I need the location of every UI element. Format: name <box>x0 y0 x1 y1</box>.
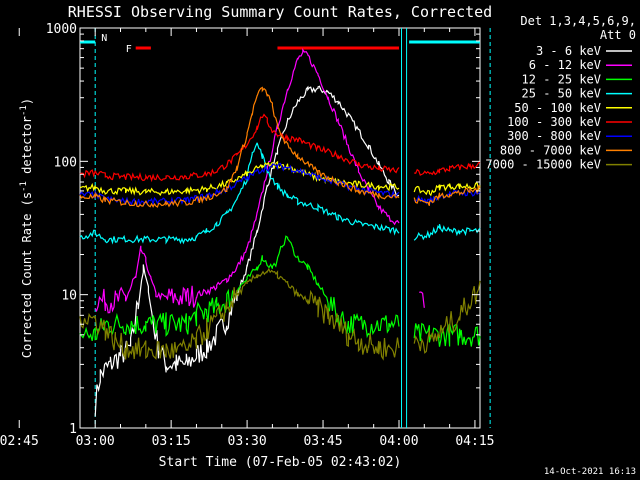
x-tick-label: 02:45 <box>0 434 39 449</box>
series-layer <box>79 47 481 417</box>
y-axis-label-suffix: ) <box>20 98 34 105</box>
legend-label: 300 - 800 keV <box>507 129 601 143</box>
series-line <box>413 223 481 241</box>
series-line <box>419 291 425 308</box>
legend-label: 7000 - 15000 keV <box>485 158 601 172</box>
x-tick-label: 03:45 <box>303 434 342 449</box>
legend-label: 12 - 25 keV <box>522 72 601 86</box>
series-3-6keV <box>94 85 400 417</box>
series-7000-15000keV <box>79 267 481 361</box>
series-line <box>94 47 400 314</box>
series-line <box>94 85 400 417</box>
x-tick-label: 03:00 <box>76 434 115 449</box>
legend-label: 25 - 50 keV <box>522 87 601 101</box>
x-tick-label: 03:30 <box>228 434 267 449</box>
series-line <box>413 322 481 347</box>
legend-header-line2: Att 0 <box>600 28 636 42</box>
y-tick-label: 100 <box>54 155 77 170</box>
y-tick-label: 10 <box>61 289 77 304</box>
y-axis-label-exp1: -1 <box>19 181 29 192</box>
legend-label: 6 - 12 keV <box>529 58 601 72</box>
legend-header-line1: Det 1,3,4,5,6,9, <box>520 14 636 28</box>
y-tick-label: 1000 <box>46 22 77 37</box>
annotations-layer: NF <box>80 28 491 428</box>
plot-area: NF 02:45 03:00 03:15 03:30 03:45 04:00 04:1511… <box>0 22 495 449</box>
series-100-300keV <box>79 113 481 183</box>
series-800-7000keV <box>79 86 481 208</box>
x-axis-label: Start Time (07-Feb-05 02:43:02) <box>159 455 402 470</box>
series-line <box>79 86 400 208</box>
timestamp: 14-Oct-2021 16:13 <box>544 467 636 477</box>
night-label: N <box>101 33 107 44</box>
series-line <box>413 184 481 207</box>
chart-title: RHESSI Observing Summary Count Rates, Co… <box>68 3 492 21</box>
y-axis-label: Corrected Count Rate (s-1 detector-1) <box>19 98 34 358</box>
plot-frame <box>79 27 481 429</box>
legend-label: 800 - 7000 keV <box>500 143 601 157</box>
legend-label: 3 - 6 keV <box>536 44 601 58</box>
x-tick-label: 04:00 <box>379 434 418 449</box>
y-axis-label-exp2: -1 <box>19 105 29 116</box>
series-line <box>79 267 400 361</box>
axis-ticks: 02:45 03:00 03:15 03:30 03:45 04:00 04:15 1 10 10… <box>0 22 495 449</box>
series-25-50keV <box>79 142 481 245</box>
x-tick-label: 04:15 <box>455 434 494 449</box>
series-6-12keV <box>94 47 425 314</box>
series-line <box>79 113 400 183</box>
series-line <box>79 142 400 245</box>
y-tick-label: 1 <box>69 422 77 437</box>
series-line <box>414 161 481 176</box>
x-tick-label: 03:15 <box>152 434 191 449</box>
y-axis-label-prefix: Corrected Count Rate (s <box>20 192 34 358</box>
legend-label: 100 - 300 keV <box>507 115 601 129</box>
flare-label: F <box>126 44 132 55</box>
y-axis-label-mid: detector <box>20 116 34 181</box>
series-line <box>413 280 481 354</box>
legend-label: 50 - 100 keV <box>514 101 601 115</box>
series-line <box>79 160 400 197</box>
